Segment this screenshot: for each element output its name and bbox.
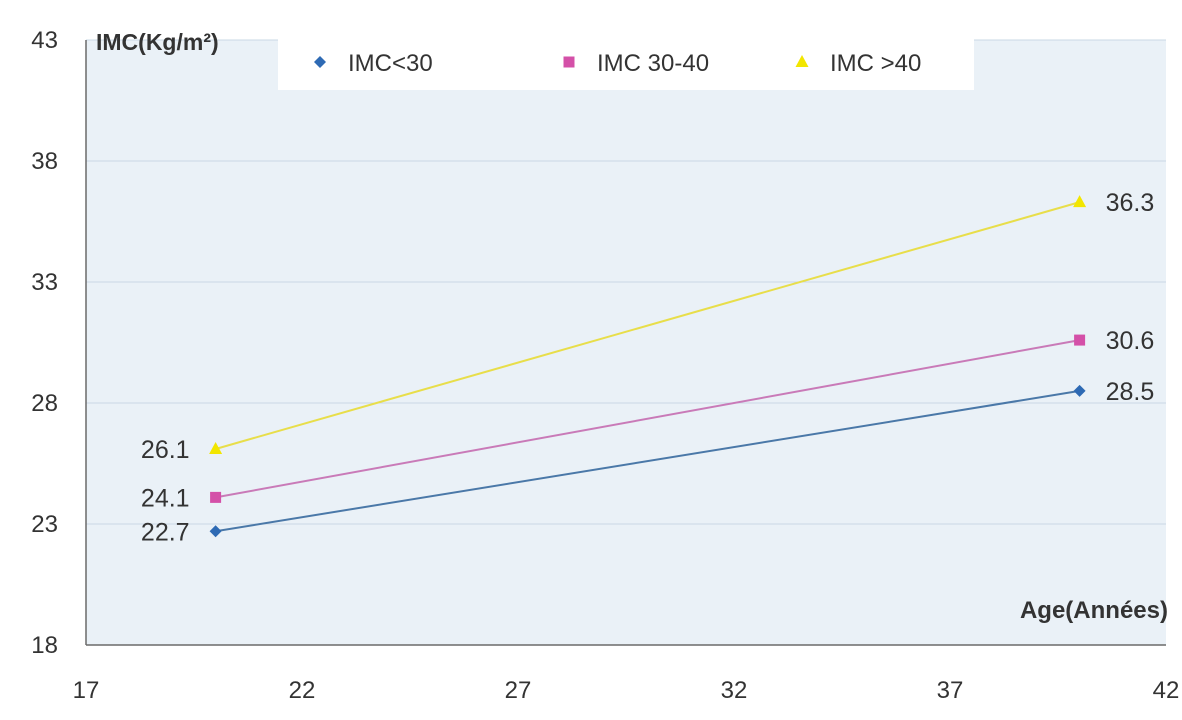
data-point: [1073, 384, 1086, 397]
legend-marker: [314, 56, 326, 68]
data-point: [209, 525, 222, 538]
y-tick-label: 33: [31, 269, 58, 296]
x-tick-label: 37: [937, 677, 964, 704]
y-tick-labels: 18 23 28 33 38 43: [31, 27, 58, 659]
data-point: [1074, 334, 1086, 346]
series-line: [215, 389, 1080, 533]
legend-box: [278, 30, 974, 90]
y-tick-label: 43: [31, 27, 58, 54]
y-axis-title: IMC(Kg/m²): [96, 29, 219, 55]
x-tick-label: 32: [721, 677, 748, 704]
x-tick-label: 27: [505, 677, 532, 704]
data-point: [210, 491, 222, 503]
series-line: [215, 339, 1080, 499]
series-group: [209, 195, 1087, 538]
y-tick-label: 38: [31, 148, 58, 175]
data-label: 28.5: [1106, 378, 1155, 406]
x-tick-label: 42: [1153, 677, 1180, 704]
y-tick-label: 18: [31, 632, 58, 659]
y-tick-label: 23: [31, 511, 58, 538]
series-line: [215, 201, 1080, 450]
legend-label: IMC 30-40: [597, 50, 709, 77]
x-tick-label: 17: [73, 677, 100, 704]
data-label: 26.1: [141, 436, 190, 464]
y-tick-label: 28: [31, 390, 58, 417]
data-point: [209, 441, 223, 454]
legend: IMC<30 IMC 30-40 IMC >40: [278, 30, 974, 90]
legend-marker: [795, 55, 809, 67]
x-tick-labels: 17 22 27 32 37 42: [73, 677, 1180, 704]
data-label: 22.7: [141, 518, 190, 546]
plot-background: [86, 40, 1166, 645]
data-label: 24.1: [141, 484, 190, 512]
legend-label: IMC >40: [830, 50, 921, 77]
x-tick-label: 22: [289, 677, 316, 704]
data-label: 36.3: [1106, 189, 1155, 217]
data-labels: 22.7 28.5 24.1 30.6 26.1 36.3: [141, 189, 1154, 546]
data-point: [1073, 195, 1087, 208]
legend-marker: [563, 56, 575, 68]
data-label: 30.6: [1106, 327, 1155, 355]
x-axis-title: Age(Années): [1020, 597, 1168, 624]
legend-label: IMC<30: [348, 50, 433, 77]
